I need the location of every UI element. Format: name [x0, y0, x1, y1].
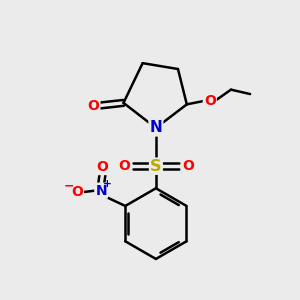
Text: S: S [150, 159, 162, 174]
Text: O: O [118, 159, 130, 173]
Text: N: N [149, 120, 162, 135]
Text: O: O [204, 94, 216, 108]
Text: O: O [97, 160, 109, 174]
Text: O: O [182, 159, 194, 173]
Text: O: O [71, 185, 83, 199]
Text: −: − [64, 179, 74, 192]
Text: O: O [88, 99, 99, 113]
Text: N: N [95, 184, 107, 198]
Text: +: + [103, 179, 112, 189]
